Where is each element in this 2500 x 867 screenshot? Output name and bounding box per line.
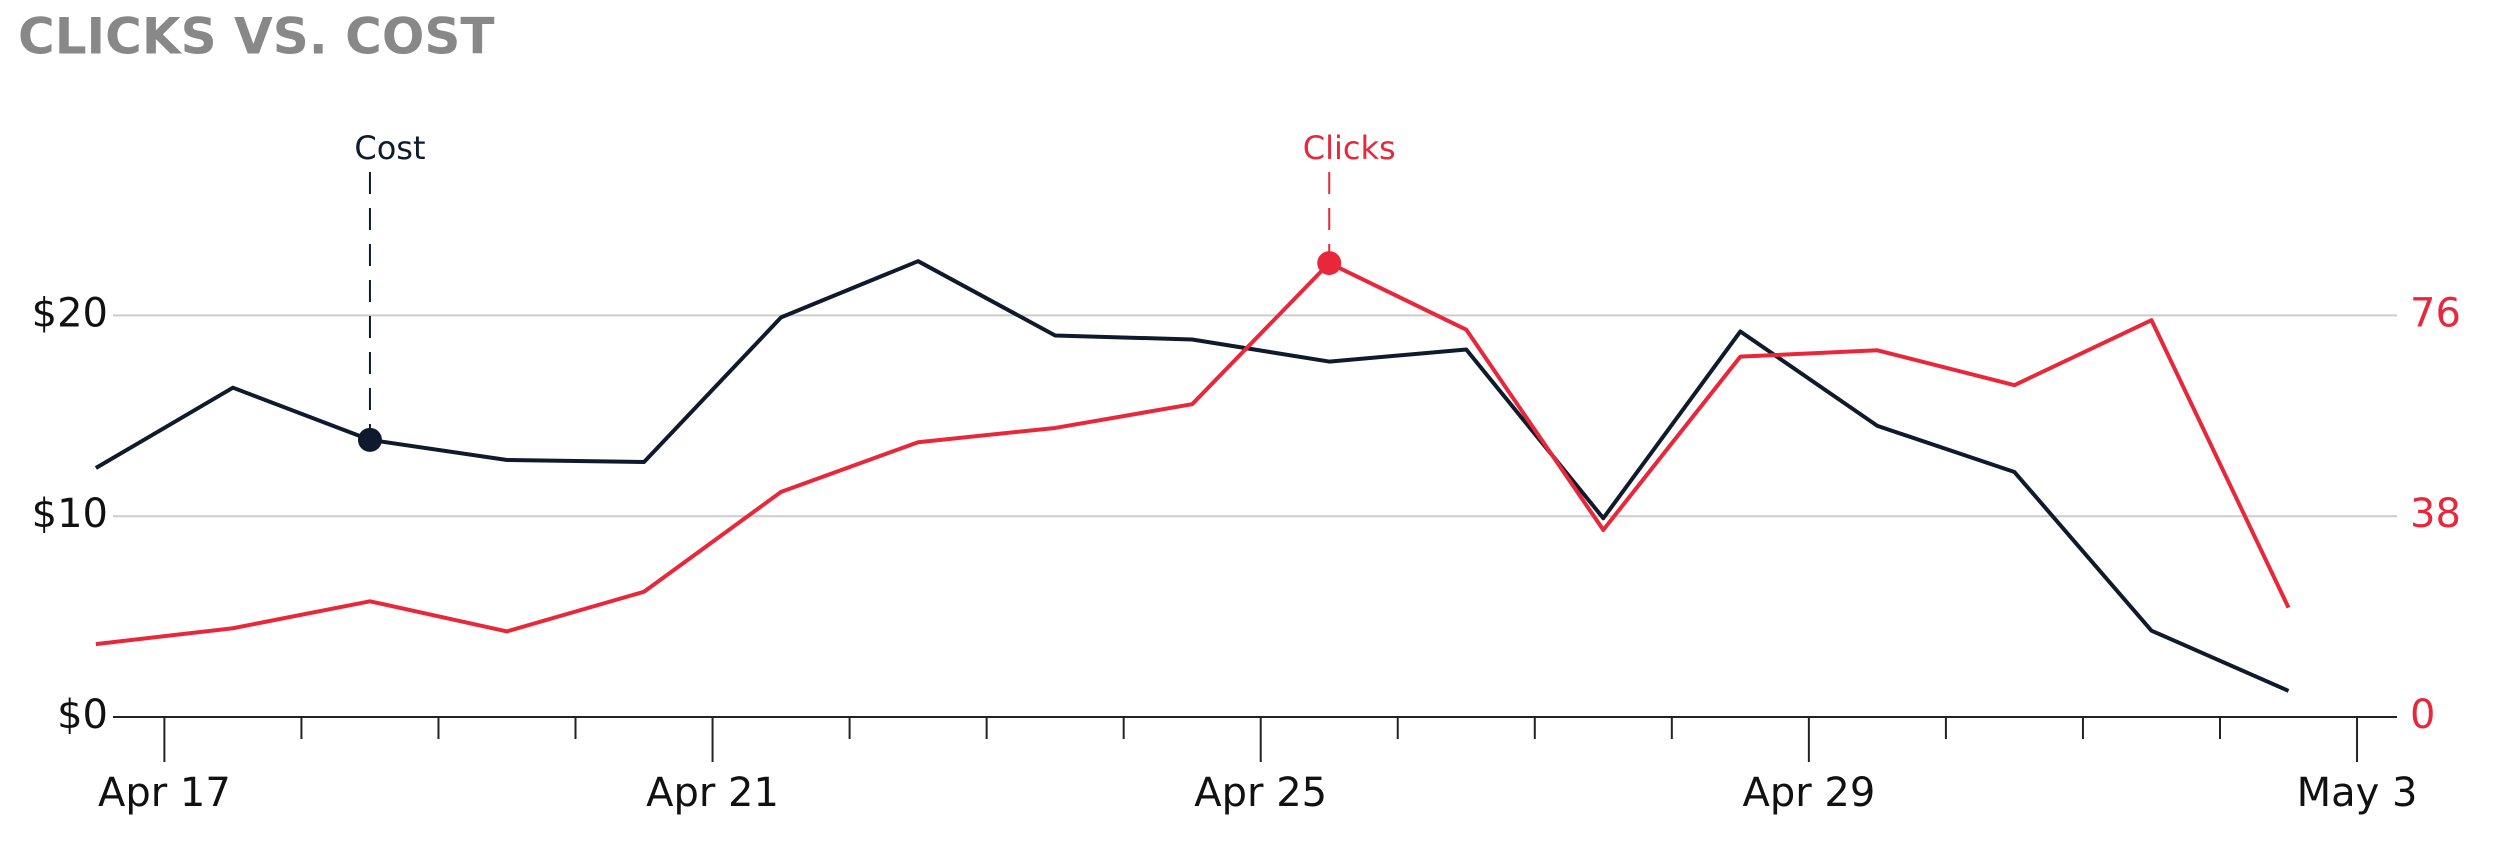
annotation-dot bbox=[1317, 251, 1342, 276]
annotation-label: Clicks bbox=[1303, 129, 1396, 167]
series-line bbox=[95, 261, 2291, 647]
y-tick-label: $10 bbox=[32, 491, 108, 537]
y-tick-label: $0 bbox=[57, 692, 108, 738]
y-tick-label: $20 bbox=[32, 290, 108, 336]
x-tick-label: Apr 25 bbox=[1194, 770, 1327, 816]
annotation-label: Cost bbox=[354, 129, 425, 167]
y2-tick-label: 0 bbox=[2410, 692, 2435, 738]
x-tick-label: Apr 21 bbox=[646, 770, 779, 816]
x-tick-label: Apr 17 bbox=[98, 770, 231, 816]
x-tick-label: Apr 29 bbox=[1742, 770, 1875, 816]
x-tick-label: May 3 bbox=[2297, 770, 2418, 816]
y2-tick-label: 76 bbox=[2410, 290, 2461, 336]
y2-tick-label: 38 bbox=[2410, 491, 2461, 537]
series-line bbox=[94, 259, 2290, 693]
annotation-dot bbox=[357, 427, 382, 452]
chart-title: CLICKS VS. COST bbox=[18, 8, 494, 66]
